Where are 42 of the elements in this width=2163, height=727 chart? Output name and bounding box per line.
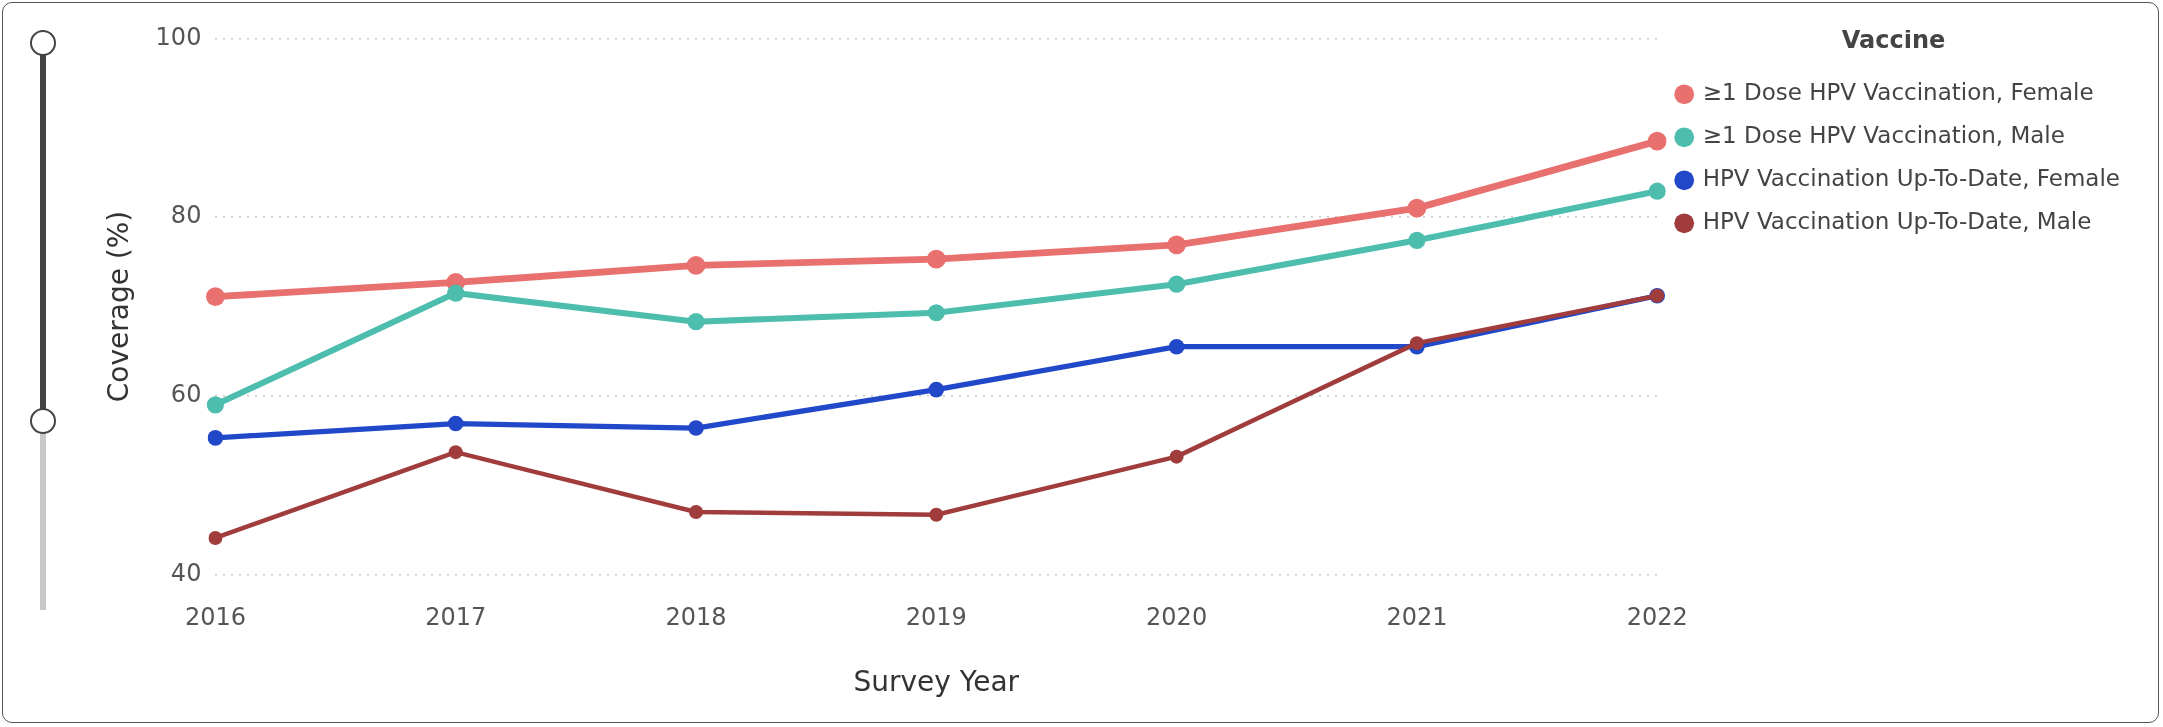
point <box>1169 449 1184 464</box>
point <box>928 381 945 398</box>
point <box>448 445 463 460</box>
point <box>206 396 225 414</box>
point <box>447 415 464 432</box>
legend-label: HPV Vaccination Up-To-Date, Female <box>1702 165 2121 192</box>
y-tick-label: 80 <box>170 201 202 230</box>
x-tick-label: 2016 <box>184 603 246 632</box>
point <box>929 507 944 522</box>
point <box>206 287 225 307</box>
point <box>689 505 704 520</box>
point <box>1168 338 1185 355</box>
x-tick-label: 2019 <box>905 603 967 632</box>
x-tick-label: 2018 <box>665 603 727 632</box>
point <box>1407 198 1427 218</box>
y-axis-title: Coverage (%) <box>102 210 136 403</box>
point <box>447 284 465 302</box>
point <box>1168 275 1186 293</box>
point <box>1408 231 1426 249</box>
legend-label: ≥1 Dose HPV Vaccination, Male <box>1702 122 2065 149</box>
y-tick-label: 60 <box>170 380 202 409</box>
x-tick-label: 2017 <box>425 603 487 632</box>
point <box>688 420 704 436</box>
x-tick-label: 2021 <box>1386 603 1448 632</box>
point <box>207 430 224 446</box>
x-axis-title: Survey Year <box>853 665 1020 699</box>
point <box>687 313 705 331</box>
point <box>208 530 223 545</box>
legend-title: Vaccine <box>1841 26 1946 55</box>
point <box>927 304 945 322</box>
y-tick-label: 100 <box>155 22 202 51</box>
point <box>926 249 946 269</box>
point <box>1409 336 1424 351</box>
point <box>1167 235 1187 255</box>
x-tick-label: 2020 <box>1146 603 1208 632</box>
legend-label: HPV Vaccination Up-To-Date, Male <box>1702 208 2092 235</box>
y-tick-label: 40 <box>170 558 202 587</box>
x-tick-label: 2022 <box>1626 603 1688 632</box>
legend-label: ≥1 Dose HPV Vaccination, Female <box>1702 79 2094 106</box>
point <box>1648 182 1666 200</box>
point <box>1647 131 1667 151</box>
point <box>686 255 706 275</box>
